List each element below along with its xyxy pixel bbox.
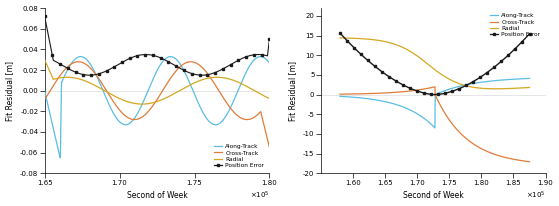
Legend: Along-Track, Cross-Track, Radial, Position Error: Along-Track, Cross-Track, Radial, Positi… [211, 142, 267, 170]
Text: $\times10^5$: $\times10^5$ [526, 190, 546, 201]
X-axis label: Second of Week: Second of Week [127, 191, 187, 200]
Legend: Along-Track, Cross-Track, Radial, Position Error: Along-Track, Cross-Track, Radial, Positi… [487, 11, 543, 40]
Y-axis label: Fit Residual [m]: Fit Residual [m] [288, 61, 297, 121]
X-axis label: Second of Week: Second of Week [403, 191, 463, 200]
Text: $\times10^5$: $\times10^5$ [250, 190, 269, 201]
Y-axis label: Fit Residual [m]: Fit Residual [m] [6, 61, 15, 121]
